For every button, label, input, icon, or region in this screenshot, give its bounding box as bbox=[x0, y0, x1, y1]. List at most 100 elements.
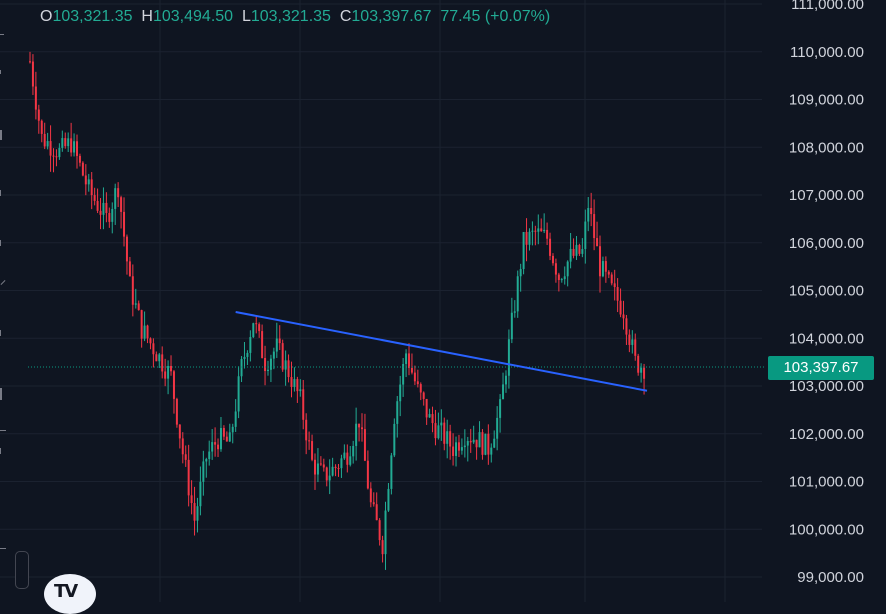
candle-body bbox=[637, 355, 640, 373]
candle-body bbox=[34, 86, 37, 110]
candle-body bbox=[102, 202, 105, 215]
candle-body bbox=[143, 325, 146, 339]
candle-body bbox=[590, 208, 593, 215]
candle-body bbox=[111, 208, 114, 222]
price-axis-label: 103,000.00 bbox=[789, 378, 864, 395]
toolbar-measure-icon[interactable] bbox=[0, 388, 6, 400]
candle-body bbox=[52, 155, 55, 157]
candle-body bbox=[140, 310, 143, 339]
candle-body bbox=[546, 229, 549, 239]
candle-body bbox=[596, 238, 599, 247]
candle-body bbox=[625, 318, 628, 335]
toolbar-mark-icon[interactable] bbox=[0, 34, 4, 35]
close-value: 103,397.67 bbox=[351, 8, 432, 25]
price-axis-label: 101,000.00 bbox=[789, 474, 864, 491]
last-price-tag: 103,397.67 bbox=[768, 356, 874, 380]
candle-body bbox=[199, 481, 202, 507]
candle-body bbox=[440, 422, 443, 426]
candle-body bbox=[484, 433, 487, 455]
candle-body bbox=[187, 459, 190, 496]
candle-body bbox=[628, 334, 631, 345]
candle-body bbox=[490, 447, 493, 455]
candle-body bbox=[393, 423, 396, 456]
candle-body bbox=[211, 442, 214, 452]
toolbar-zoom-icon[interactable] bbox=[0, 448, 5, 454]
candle-body bbox=[381, 540, 384, 555]
price-axis-label: 109,000.00 bbox=[789, 92, 864, 109]
candle-body bbox=[61, 138, 64, 148]
toolbar-crosshair-icon[interactable] bbox=[0, 130, 6, 140]
candle-body bbox=[264, 357, 267, 372]
candle-body bbox=[322, 464, 325, 468]
candle-body bbox=[557, 274, 560, 280]
candle-body bbox=[96, 200, 99, 211]
candle-body bbox=[202, 461, 205, 482]
candle-body bbox=[366, 460, 369, 489]
candle-body bbox=[84, 175, 87, 185]
candle-body bbox=[217, 444, 220, 450]
candle-body bbox=[531, 230, 534, 232]
toolbar-text-icon[interactable] bbox=[0, 330, 5, 336]
toolbar-fib-icon[interactable] bbox=[0, 240, 5, 246]
price-axis[interactable]: 111,000.00 110,000.00 109,000.00 108,000.00… bbox=[789, 0, 864, 586]
candle-body bbox=[507, 339, 510, 376]
candle-body bbox=[175, 398, 178, 425]
candle-body bbox=[598, 246, 601, 277]
toolbar-tick-icon[interactable] bbox=[0, 70, 5, 74]
toolbar-brush-icon[interactable] bbox=[0, 280, 6, 285]
candle-body bbox=[610, 274, 613, 284]
candle-body bbox=[572, 248, 575, 256]
left-toolbar-edge[interactable] bbox=[0, 0, 12, 602]
candle-body bbox=[46, 141, 49, 147]
candle-body bbox=[311, 441, 314, 460]
trendline[interactable] bbox=[235, 311, 648, 392]
candle-body bbox=[178, 424, 181, 439]
candle-body bbox=[331, 466, 334, 476]
candle-body bbox=[607, 271, 610, 275]
candle-body bbox=[543, 229, 546, 232]
candle-body bbox=[437, 425, 440, 439]
candle-body bbox=[428, 414, 431, 418]
candle-body bbox=[643, 367, 646, 379]
candle-body bbox=[387, 488, 390, 511]
candle-body bbox=[593, 214, 596, 239]
toolbar-line-icon[interactable] bbox=[0, 190, 5, 196]
candle-body bbox=[416, 381, 419, 385]
candle-body bbox=[349, 456, 352, 465]
candle-body bbox=[287, 360, 290, 378]
candle-body bbox=[243, 356, 246, 360]
candle-body bbox=[355, 423, 358, 446]
candle-body bbox=[258, 324, 261, 332]
candle-body bbox=[184, 454, 187, 460]
candle-body bbox=[117, 188, 120, 198]
scroll-handle[interactable] bbox=[15, 551, 29, 589]
candle-body bbox=[563, 276, 566, 280]
high-label: H bbox=[141, 8, 153, 25]
candle-body bbox=[252, 323, 255, 338]
candle-body bbox=[443, 422, 446, 444]
candle-body bbox=[455, 442, 458, 456]
close-label: C bbox=[339, 8, 352, 25]
candle-body bbox=[308, 440, 311, 442]
candle-body bbox=[164, 371, 167, 379]
candle-body bbox=[240, 359, 243, 377]
candle-body bbox=[125, 236, 128, 262]
candle-body bbox=[170, 365, 173, 372]
candle-body bbox=[537, 228, 540, 232]
candle-body bbox=[305, 419, 308, 441]
candle-body bbox=[334, 466, 337, 469]
candle-body bbox=[413, 372, 416, 382]
candle-body bbox=[343, 452, 346, 459]
candle-body bbox=[496, 417, 499, 439]
candle-body bbox=[181, 438, 184, 455]
candle-body bbox=[522, 232, 525, 270]
candle-body bbox=[513, 311, 516, 313]
candle-body bbox=[566, 261, 569, 277]
candle-body bbox=[410, 367, 413, 373]
candle-body bbox=[272, 351, 275, 359]
candle-body bbox=[172, 371, 175, 399]
candle-body bbox=[434, 423, 437, 439]
trendline-layer[interactable] bbox=[235, 311, 648, 392]
candle-body bbox=[499, 399, 502, 418]
